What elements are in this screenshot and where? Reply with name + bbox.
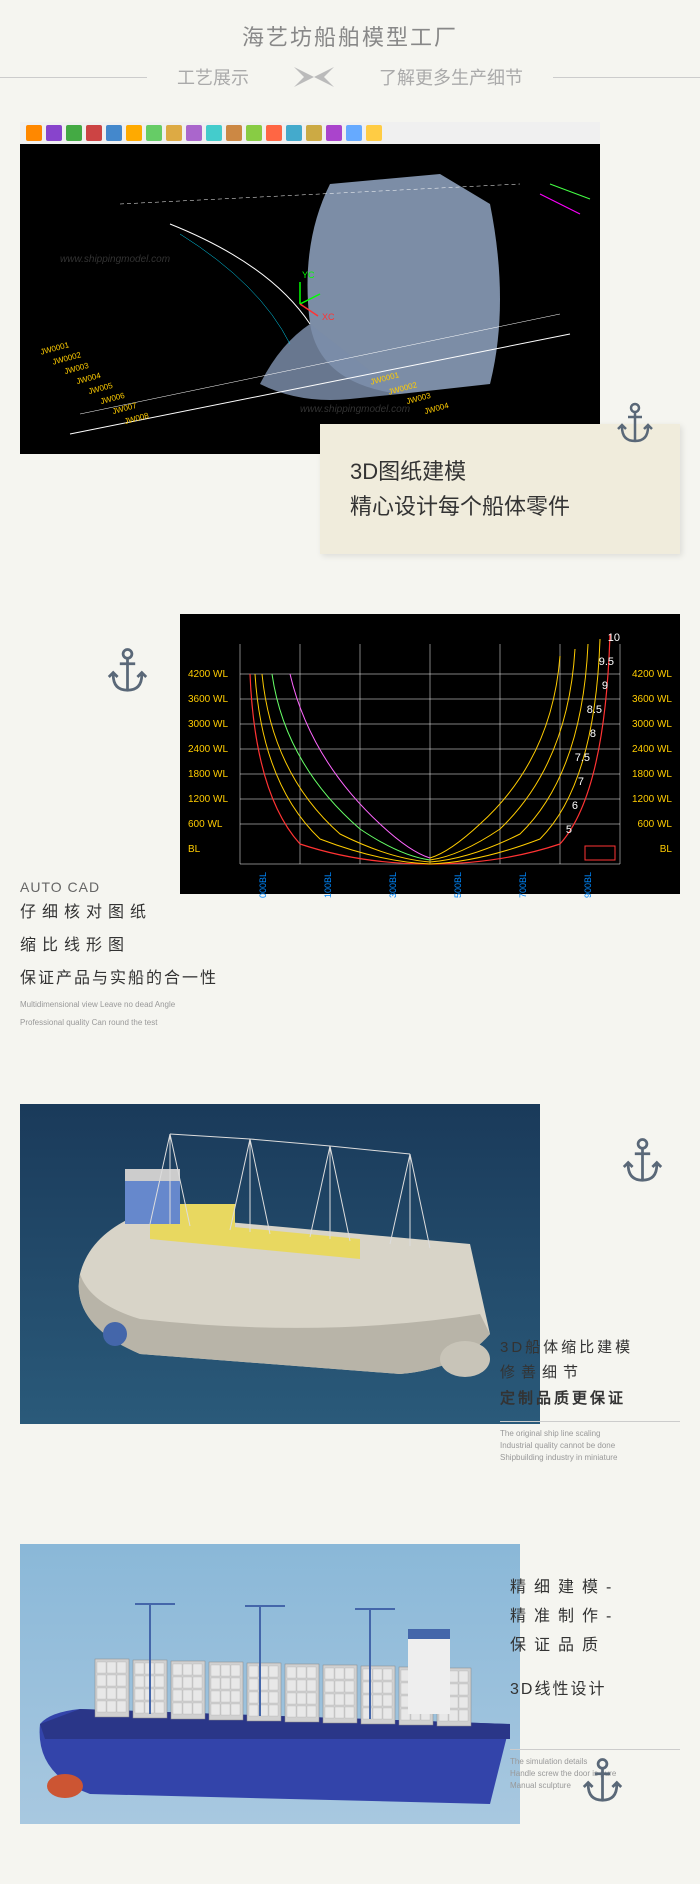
anchor-icon [615, 1134, 670, 1189]
card2-line3: 保证产品与实船的合一性 [20, 965, 280, 994]
header-right-text: 了解更多生产细节 [349, 64, 553, 90]
header-subtitle-row: 工艺展示 了解更多生产细节 [0, 62, 700, 92]
cad-canvas: XC YC www.shippingmodel.com www.shipping… [20, 144, 600, 454]
factory-title: 海艺坊船舶模型工厂 [0, 20, 700, 52]
page-header: 海艺坊船舶模型工厂 工艺展示 了解更多生产细节 [0, 0, 700, 102]
toolbar-icon [26, 125, 42, 141]
section-hull-model: 3D船体缩比建模 修善细节 定制品质更保证 The original ship … [0, 1104, 700, 1424]
toolbar-icon [326, 125, 342, 141]
card3-line2: 修善细节 [500, 1360, 680, 1386]
y-axis-label: 3000 WL [632, 719, 672, 730]
card2-sub1: Multidimensional view Leave no dead Angl… [20, 999, 280, 1011]
x-axis-label: 700BL [518, 872, 528, 898]
card2-line1: 仔细核对图纸 [20, 899, 280, 928]
lines-plan-chart: 4200 WL 3600 WL 3000 WL 2400 WL 1800 WL 1200 … [180, 614, 680, 894]
toolbar-icon [66, 125, 82, 141]
toolbar-icon [46, 125, 62, 141]
watermark: www.shippingmodel.com [300, 404, 410, 415]
y-axis-label: 1800 WL [632, 769, 672, 780]
x-axis-label: 300BL [388, 872, 398, 898]
toolbar-icon [346, 125, 362, 141]
svg-text:XC: XC [322, 312, 335, 322]
station-number: 5 [566, 824, 572, 836]
card2-line2: 缩比线形图 [20, 932, 280, 961]
y-axis-label: 3000 WL [188, 719, 228, 730]
y-axis-label: 2400 WL [188, 744, 228, 755]
card4-line1: 精细建模- [510, 1574, 680, 1603]
anchor-icon [610, 399, 660, 449]
toolbar-icon [166, 125, 182, 141]
x-axis-label: 900BL [583, 872, 593, 898]
toolbar-icon [226, 125, 242, 141]
y-axis-label: 1200 WL [632, 794, 672, 805]
card3-line3: 定制品质更保证 [500, 1386, 680, 1412]
y-axis-label: BL [660, 844, 672, 855]
card4-line3: 保证品质 [510, 1632, 680, 1661]
toolbar-icon [86, 125, 102, 141]
section4-caption: 精细建模- 精准制作- 保证品质 3D线性设计 The simulation d… [510, 1574, 680, 1791]
anchor-icon [100, 644, 155, 699]
card3-sub2: Industrial quality cannot be done [500, 1440, 680, 1452]
section-autocad: 4200 WL 3600 WL 3000 WL 2400 WL 1800 WL 1200 … [0, 614, 700, 1044]
y-axis-label: 1200 WL [188, 794, 228, 805]
station-number: 9.5 [599, 656, 614, 668]
toolbar-icon [286, 125, 302, 141]
card1-line1: 3D图纸建模 [350, 454, 650, 489]
svg-text:YC: YC [302, 270, 315, 280]
y-axis-label: 600 WL [188, 819, 222, 830]
toolbar-icon [266, 125, 282, 141]
cad-toolbar [20, 122, 600, 144]
section1-caption-card: 3D图纸建模 精心设计每个船体零件 [320, 424, 680, 554]
toolbar-icon [306, 125, 322, 141]
divider-left [0, 77, 147, 78]
toolbar-icon [206, 125, 222, 141]
header-left-text: 工艺展示 [147, 64, 279, 90]
station-number: 7.5 [575, 752, 590, 764]
toolbar-icon [366, 125, 382, 141]
fishing-vessel-render [20, 1104, 540, 1424]
y-axis-label: 3600 WL [188, 694, 228, 705]
y-axis-label: 600 WL [638, 819, 672, 830]
card2-sub2: Professional quality Can round the test [20, 1017, 280, 1029]
card4-line2: 精准制作- [510, 1603, 680, 1632]
station-number: 8.5 [587, 704, 602, 716]
y-axis-label: 1800 WL [188, 769, 228, 780]
station-number: 9 [602, 680, 608, 692]
y-axis-label: 4200 WL [632, 669, 672, 680]
cad-window: XC YC www.shippingmodel.com www.shipping… [20, 122, 600, 454]
card4-line4: 3D线性设计 [510, 1675, 680, 1699]
card3-line1: 3D船体缩比建模 [500, 1335, 680, 1361]
station-number: 6 [572, 800, 578, 812]
section-3d-modeling: XC YC www.shippingmodel.com www.shipping… [0, 122, 700, 454]
x-axis-label: 100BL [323, 872, 333, 898]
card1-line2: 精心设计每个船体零件 [350, 489, 650, 524]
x-axis-label: 500BL [453, 872, 463, 898]
y-axis-label: 2400 WL [632, 744, 672, 755]
section3-caption: 3D船体缩比建模 修善细节 定制品质更保证 The original ship … [500, 1335, 680, 1465]
y-axis-label: BL [188, 844, 200, 855]
divider-right [553, 77, 700, 78]
station-number: 8 [590, 728, 596, 740]
station-number: 7 [578, 776, 584, 788]
anchor-icon [575, 1754, 630, 1809]
toolbar-icon [186, 125, 202, 141]
wing-icon [289, 62, 339, 92]
station-number: 10 [608, 632, 620, 644]
y-axis-label: 4200 WL [188, 669, 228, 680]
toolbar-icon [146, 125, 162, 141]
toolbar-icon [126, 125, 142, 141]
toolbar-icon [246, 125, 262, 141]
x-axis-label: 000BL [258, 872, 268, 898]
section-container-ship: 精细建模- 精准制作- 保证品质 3D线性设计 The simulation d… [0, 1544, 700, 1884]
card3-sub1: The original ship line scaling [500, 1421, 680, 1440]
container-ship-render [20, 1544, 520, 1824]
y-axis-label: 3600 WL [632, 694, 672, 705]
card3-sub3: Shipbuilding industry in miniature [500, 1452, 680, 1464]
watermark: www.shippingmodel.com [60, 254, 170, 265]
toolbar-icon [106, 125, 122, 141]
